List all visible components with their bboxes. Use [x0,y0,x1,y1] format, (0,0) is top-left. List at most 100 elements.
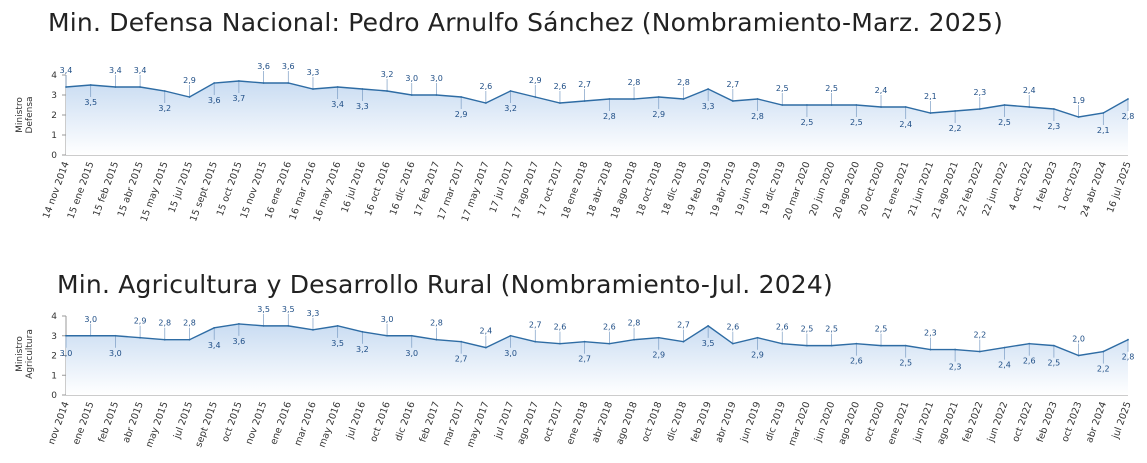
data-point [114,86,117,88]
data-label: 2,8 [158,319,171,328]
y-tick-label: 4 [51,71,57,81]
data-point [361,88,364,90]
data-label: 2,7 [455,355,468,364]
data-label: 2,4 [1023,86,1036,95]
x-tick-label: ene 2016 [268,400,294,446]
data-point [312,328,314,331]
x-tick-label: oct 2022 [1010,400,1035,443]
x-tick-label: oct 2020 [862,400,887,443]
data-point [904,344,907,347]
y-tick-label: 1 [51,371,57,381]
data-point [756,98,759,100]
data-point [855,342,858,345]
data-label: 2,4 [998,361,1011,370]
data-label: 3,4 [134,66,147,75]
data-label: 3,5 [282,305,295,314]
x-tick-label: oct 2017 [541,400,566,443]
x-tick-label: feb 2023 [1035,400,1060,444]
data-label: 3,2 [504,104,517,113]
data-point [460,340,463,343]
y-tick-label: 3 [51,332,57,342]
data-point [1053,344,1055,347]
data-point [904,106,907,108]
data-point [262,82,265,84]
data-point [139,336,141,339]
data-point [163,338,166,341]
x-tick-label: oct 2015 [220,400,245,443]
data-point [929,112,932,114]
data-point [1127,338,1129,341]
data-label: 2,9 [751,351,764,360]
data-point [1003,104,1006,106]
data-label: 3,2 [158,104,171,113]
data-label: 3,5 [702,339,715,348]
x-tick-label: jul 2017 [493,400,517,441]
data-label: 3,5 [257,305,270,314]
data-point [213,82,216,84]
data-point [830,344,833,347]
data-label: 3,4 [60,66,73,75]
data-point [781,342,784,345]
data-point [139,86,141,88]
x-tick-label: oct 2016 [368,400,393,443]
data-point [188,338,191,341]
data-label: 2,6 [554,82,567,91]
series-line [65,80,1129,118]
data-label: 3,4 [331,100,344,109]
data-point [509,90,512,92]
x-tick-label: ago 2017 [515,400,541,446]
data-label: 2,6 [776,323,789,332]
data-label: 3,0 [504,349,517,358]
data-label: 2,9 [652,351,665,360]
y-tick-label: 0 [51,391,57,401]
data-point [484,102,487,104]
x-tick-label: abr 2024 [1084,400,1109,444]
x-tick-label: mar 2020 [787,400,813,447]
data-point [1077,354,1080,357]
y-tick-label: 2 [51,352,57,362]
data-point [114,334,117,337]
y-tick-label: 1 [51,131,57,141]
data-point [213,326,216,329]
data-label: 3,4 [208,341,221,350]
data-label: 2,5 [998,118,1011,127]
data-point [237,80,240,82]
data-label: 2,5 [825,325,838,334]
data-point [410,94,413,96]
data-label: 2,7 [726,80,739,89]
data-label: 3,6 [282,62,295,71]
data-label: 2,7 [677,321,690,330]
data-point [880,106,882,108]
data-label: 2,6 [1023,357,1036,366]
data-point [1028,342,1031,345]
data-label: 3,6 [257,62,270,71]
data-point [657,336,660,339]
data-point [534,340,537,343]
data-label: 2,2 [1097,365,1110,374]
x-tick-label: abr 2019 [714,400,739,444]
y-tick-label: 4 [51,312,57,322]
data-label: 3,6 [208,96,221,105]
x-tick-label: mar 2017 [441,400,467,447]
data-label: 3,3 [307,68,320,77]
data-point [657,96,660,98]
data-point [336,324,339,327]
x-tick-label: oct 2023 [1060,400,1085,443]
data-point [978,108,981,110]
data-label: 2,9 [455,110,468,119]
data-label: 3,0 [381,315,394,324]
x-tick-label: ene 2015 [71,400,97,446]
data-label: 2,8 [751,112,764,121]
data-label: 3,2 [381,70,394,79]
data-label: 2,8 [1122,112,1135,121]
data-label: 2,5 [825,84,838,93]
x-tick-label: jun 2021 [911,400,936,444]
data-label: 2,2 [949,124,962,133]
data-point [410,334,413,337]
data-point [386,90,388,92]
data-label: 2,7 [529,321,542,330]
data-label: 3,2 [356,345,369,354]
x-tick-label: feb 2022 [961,400,986,444]
chart-title-defensa: Min. Defensa Nacional: Pedro Arnulfo Sán… [48,8,1004,37]
data-point [1102,350,1105,353]
